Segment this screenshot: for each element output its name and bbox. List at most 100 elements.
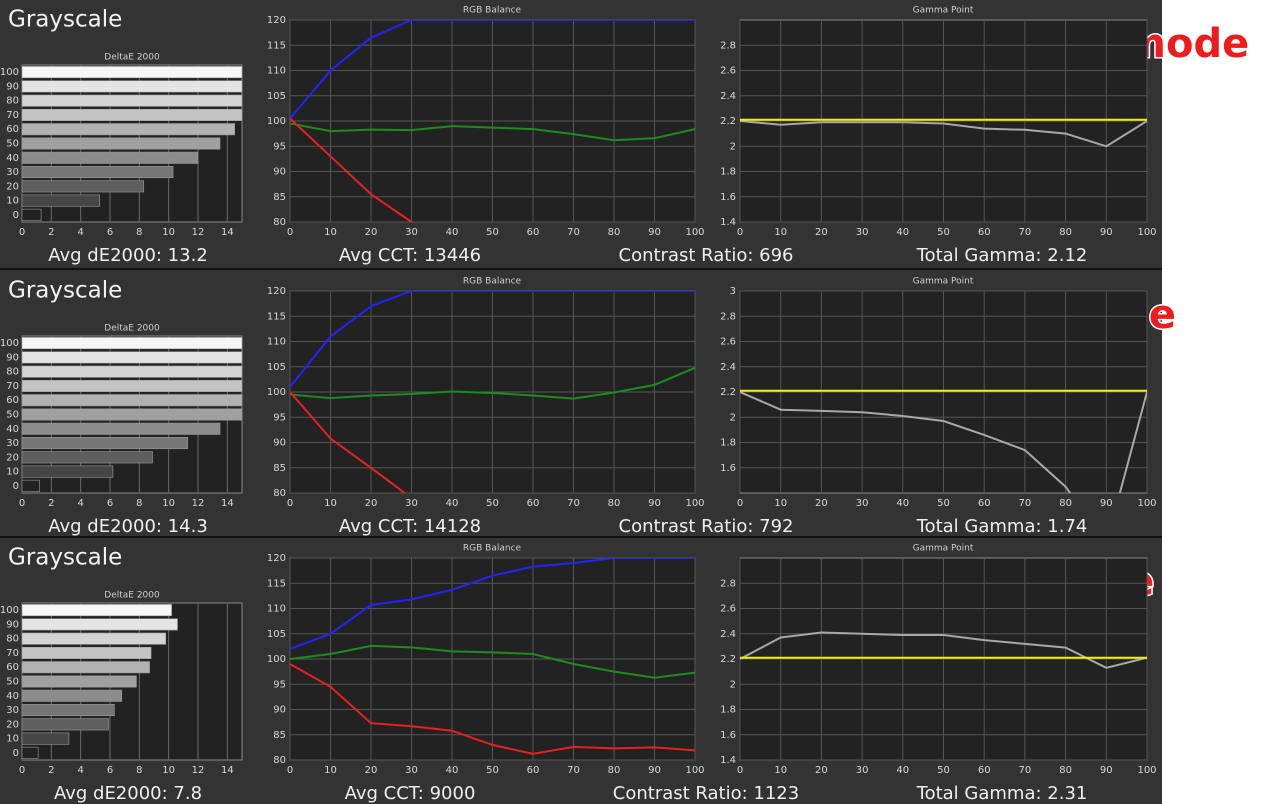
bar (21, 365, 243, 378)
bar (21, 479, 40, 492)
y-tick-label: 105 (267, 629, 286, 640)
contrast-stat: Contrast Ratio: 1123 (613, 783, 799, 804)
bar (21, 194, 101, 207)
x-tick-label: 2 (48, 765, 54, 776)
x-tick-label: 50 (486, 498, 499, 509)
y-tick-label: 1.6 (720, 463, 736, 474)
x-tick-label: 0 (287, 765, 293, 776)
x-tick-label: 0 (19, 227, 25, 238)
y-tick-label: 20 (6, 452, 19, 463)
bar (21, 123, 235, 136)
x-tick-label: 50 (486, 765, 499, 776)
x-tick-label: 20 (365, 765, 378, 776)
x-tick-label: 40 (446, 498, 459, 509)
series-line (290, 366, 695, 400)
x-tick-label: 60 (978, 227, 991, 238)
y-tick-label: 95 (273, 141, 286, 152)
x-tick-label: 10 (162, 765, 175, 776)
y-tick-label: 110 (267, 337, 286, 348)
y-tick-label: 10 (6, 196, 19, 207)
bar (21, 689, 123, 702)
x-tick-label: 8 (136, 498, 142, 509)
x-tick-label: 40 (896, 227, 909, 238)
y-tick-label: 40 (6, 153, 19, 164)
avg-de-stat: Avg dE2000: 13.2 (48, 245, 208, 266)
contrast-stat: Contrast Ratio: 696 (619, 245, 794, 266)
x-tick-label: 14 (221, 227, 234, 238)
x-tick-label: 100 (685, 765, 704, 776)
x-tick-label: 30 (405, 498, 418, 509)
y-tick-label: 120 (267, 553, 286, 564)
x-tick-label: 30 (405, 227, 418, 238)
x-tick-label: 80 (608, 765, 621, 776)
x-tick-label: 70 (567, 498, 580, 509)
y-tick-label: 60 (6, 395, 19, 406)
x-tick-label: 8 (136, 765, 142, 776)
y-tick-label: 2 (730, 412, 736, 423)
y-tick-label: 110 (267, 604, 286, 615)
x-tick-label: 70 (1019, 227, 1032, 238)
series-line (290, 122, 695, 142)
y-tick-label: 0 (13, 481, 19, 492)
x-tick-label: 4 (77, 765, 83, 776)
x-tick-label: 10 (324, 765, 337, 776)
y-tick-label: 2.2 (720, 387, 736, 398)
y-tick-label: 60 (6, 662, 19, 673)
total-gamma-stat: Total Gamma: 2.12 (916, 245, 1088, 266)
y-tick-label: 100 (0, 67, 19, 78)
series-line (290, 663, 695, 755)
y-tick-label: 115 (267, 311, 286, 322)
x-tick-label: 60 (527, 498, 540, 509)
y-tick-label: 30 (6, 167, 19, 178)
series-line (290, 558, 695, 650)
series-line (740, 631, 1147, 669)
x-tick-label: 12 (192, 765, 205, 776)
x-tick-label: 10 (774, 765, 787, 776)
bar (21, 465, 114, 478)
series-line (290, 291, 695, 388)
series-line (740, 391, 1147, 493)
x-tick-label: 20 (815, 765, 828, 776)
y-tick-label: 60 (6, 124, 19, 135)
avg-cct-stat: Avg CCT: 13446 (339, 245, 481, 266)
x-tick-label: 90 (1100, 765, 1113, 776)
bar (21, 337, 243, 350)
x-tick-label: 10 (324, 498, 337, 509)
bar (21, 732, 70, 745)
y-tick-label: 30 (6, 705, 19, 716)
x-tick-label: 70 (1019, 498, 1032, 509)
y-tick-label: 2 (730, 679, 736, 690)
y-tick-label: 0 (13, 748, 19, 759)
y-tick-label: 20 (6, 719, 19, 730)
x-tick-label: 20 (365, 227, 378, 238)
bar (21, 151, 199, 164)
avg-de-stat: Avg dE2000: 7.8 (54, 783, 202, 804)
x-tick-label: 100 (1137, 765, 1156, 776)
chart-title: RGB Balance (463, 6, 522, 16)
bar (21, 646, 152, 659)
x-tick-label: 60 (978, 498, 991, 509)
chart-title: DeltaE 2000 (104, 591, 160, 601)
y-tick-label: 100 (267, 116, 286, 127)
y-tick-label: 95 (273, 412, 286, 423)
x-tick-label: 80 (608, 227, 621, 238)
x-tick-label: 2 (48, 498, 54, 509)
avg-cct-stat: Avg CCT: 9000 (345, 783, 476, 804)
y-tick-label: 80 (273, 488, 286, 499)
x-tick-label: 30 (405, 765, 418, 776)
x-tick-label: 40 (896, 498, 909, 509)
x-tick-label: 90 (1100, 227, 1113, 238)
x-tick-label: 10 (774, 498, 787, 509)
y-tick-label: 2.2 (720, 654, 736, 665)
x-tick-label: 50 (937, 765, 950, 776)
x-tick-label: 40 (896, 765, 909, 776)
bar (21, 137, 221, 150)
x-tick-label: 0 (737, 765, 743, 776)
y-tick-label: 1.6 (720, 730, 736, 741)
y-tick-label: 80 (6, 634, 19, 645)
y-tick-label: 2.8 (720, 40, 736, 51)
x-tick-label: 100 (1137, 498, 1156, 509)
y-tick-label: 90 (273, 167, 286, 178)
x-tick-label: 90 (648, 498, 661, 509)
x-tick-label: 50 (486, 227, 499, 238)
